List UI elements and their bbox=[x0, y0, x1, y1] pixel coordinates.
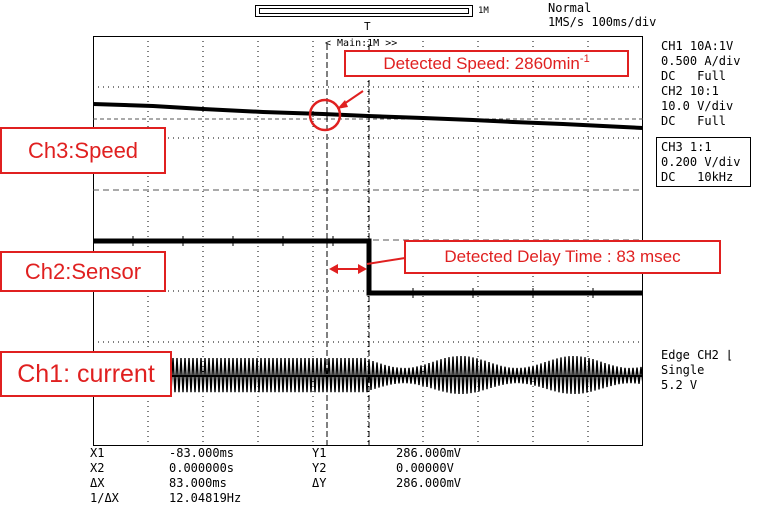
ch2-scale: 10.0 V/div bbox=[661, 99, 734, 113]
delay-arrowhead-left bbox=[329, 264, 338, 274]
x1-value: -83.000ms bbox=[169, 446, 235, 460]
detected-delay-label: Detected Delay Time : 83 msec bbox=[404, 240, 721, 274]
dy-value: 286.000mV bbox=[396, 476, 462, 490]
ch2-sensor-trace bbox=[93, 238, 643, 296]
detected-speed-unit-exponent: -1 bbox=[579, 52, 590, 65]
main-tag: < Main:1M >> bbox=[325, 38, 397, 49]
ch1-coupling: DC Full bbox=[661, 69, 727, 83]
record-length-bar bbox=[255, 5, 473, 17]
x2-value: 0.000000s bbox=[169, 461, 235, 475]
scope-screen: < Main:1M >> ⏚ ⏚ ⏚ bbox=[93, 36, 643, 446]
x1-label: X1 bbox=[90, 446, 105, 460]
detected-speed-text: Detected Speed: 2860min bbox=[383, 53, 580, 73]
detected-speed-label: Detected Speed: 2860min -1 bbox=[344, 50, 629, 77]
dx-label: ΔX bbox=[90, 476, 105, 490]
ch1-title: CH1 10A:1V bbox=[661, 39, 734, 53]
ground-marker-ch2: ⏚ bbox=[93, 290, 94, 303]
falling-edge-icon: ⌊ bbox=[726, 348, 734, 362]
ch2-title: CH2 10:1 bbox=[661, 84, 719, 98]
acquisition-mode: Normal bbox=[548, 1, 592, 15]
y2-label: Y2 bbox=[312, 461, 327, 475]
ch2-sensor-label: Ch2:Sensor bbox=[0, 251, 166, 292]
ch2-noise bbox=[132, 236, 594, 298]
ground-marker-ch3: ⏚ bbox=[93, 189, 94, 202]
speed-callout-arrowhead bbox=[337, 100, 348, 109]
ch1-current-label: Ch1: current bbox=[0, 351, 172, 397]
y2-value: 0.00000V bbox=[396, 461, 454, 475]
inv-dx-value: 12.04819Hz bbox=[169, 491, 242, 505]
trigger-position-icon: T bbox=[364, 20, 371, 33]
speed-highlight-circle bbox=[308, 98, 342, 132]
ch3-title: CH3 1:1 bbox=[661, 140, 712, 154]
dx-value: 83.000ms bbox=[169, 476, 227, 490]
ch3-coupling: DC 10kHz bbox=[661, 170, 734, 184]
delay-arrowhead-right bbox=[358, 264, 367, 274]
ch1-scale: 0.500 A/div bbox=[661, 54, 741, 68]
trigger-type: Edge CH2 ⌊ bbox=[661, 348, 733, 362]
timebase-readout: 1MS/s 100ms/div bbox=[548, 15, 657, 29]
ch3-speed-label: Ch3:Speed bbox=[0, 127, 166, 174]
y1-value: 286.000mV bbox=[396, 446, 462, 460]
trigger-mode: Single bbox=[661, 363, 705, 377]
y1-label: Y1 bbox=[312, 446, 327, 460]
ground-marker-ch1: ⏚ bbox=[93, 398, 94, 411]
x2-label: X2 bbox=[90, 461, 105, 475]
ch3-speed-trace bbox=[93, 102, 643, 130]
trigger-level: 5.2 V bbox=[661, 378, 698, 392]
inv-dx-label: 1/ΔX bbox=[90, 491, 119, 505]
trigger-type-text: Edge CH2 bbox=[661, 348, 719, 362]
ch2-coupling: DC Full bbox=[661, 114, 727, 128]
ch3-settings-box bbox=[656, 137, 751, 187]
ch3-scale: 0.200 V/div bbox=[661, 155, 741, 169]
zoom-label: 1M bbox=[478, 6, 489, 16]
delay-callout-line bbox=[366, 257, 406, 265]
dy-label: ΔY bbox=[312, 476, 327, 490]
